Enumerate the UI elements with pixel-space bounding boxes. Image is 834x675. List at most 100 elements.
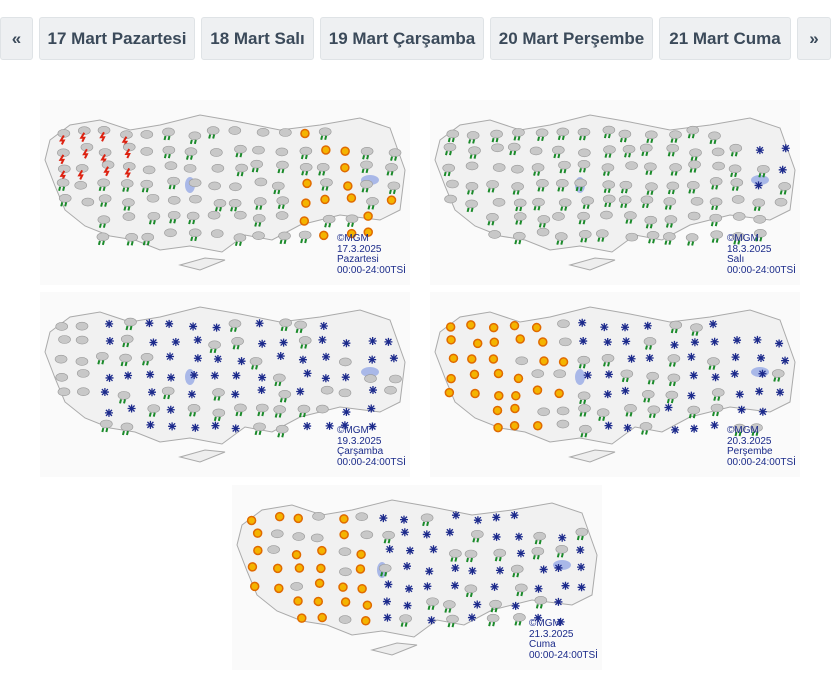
ellipse-shape <box>488 230 501 239</box>
circle-shape <box>363 211 373 221</box>
ellipse-shape <box>250 159 264 169</box>
ellipse-shape <box>449 549 462 558</box>
path-shape <box>469 154 477 159</box>
path-shape <box>444 150 452 156</box>
path-shape <box>127 404 136 413</box>
ellipse-shape <box>511 164 524 174</box>
ellipse-shape <box>122 198 135 207</box>
ellipse-shape <box>559 337 572 347</box>
ellipse-shape <box>709 213 723 223</box>
path-shape <box>751 431 759 436</box>
ellipse-shape <box>466 131 480 140</box>
ellipse-shape <box>552 212 565 221</box>
path-shape <box>148 219 156 225</box>
ellipse-shape <box>101 160 115 170</box>
ellipse-shape <box>254 177 268 187</box>
path-shape <box>274 381 282 387</box>
ellipse-shape <box>57 387 71 397</box>
path-shape <box>465 592 473 598</box>
ellipse-shape <box>253 197 267 206</box>
ellipse-shape <box>98 194 112 203</box>
tab[interactable]: 18 Mart Salı <box>201 17 314 60</box>
path-shape <box>670 171 678 176</box>
ellipse-shape <box>249 357 263 366</box>
path-shape <box>598 416 606 421</box>
path-shape <box>580 432 588 438</box>
circle-shape <box>493 422 503 433</box>
circle-shape <box>291 549 302 560</box>
path-shape <box>190 236 198 242</box>
ellipse-shape <box>267 545 280 554</box>
tab[interactable]: 17 Mart Pazartesi <box>39 17 195 60</box>
path-shape <box>534 584 543 593</box>
tab[interactable]: 19 Mart Çarşamba <box>320 17 484 60</box>
ellipse-shape <box>465 182 479 191</box>
ellipse-shape <box>711 147 725 157</box>
path-shape <box>213 354 222 363</box>
path-shape <box>279 338 288 347</box>
circle-shape <box>321 145 331 155</box>
path-shape <box>384 337 393 346</box>
ellipse-shape <box>557 319 570 329</box>
path-shape <box>730 151 738 157</box>
ellipse-shape <box>235 163 248 173</box>
map-caption: ©MGM 19.3.2025 Çarşamba 00:00-24:00TSİ <box>337 425 406 468</box>
ellipse-shape <box>732 212 746 221</box>
path-shape <box>171 337 180 346</box>
tab[interactable]: 20 Mart Perşembe <box>490 17 653 60</box>
path-shape <box>147 388 156 397</box>
path-shape <box>303 422 312 431</box>
tab[interactable]: 21 Mart Cuma <box>659 17 791 60</box>
path-shape <box>709 320 718 329</box>
circle-shape <box>531 322 542 333</box>
ellipse-shape <box>361 367 379 377</box>
circle-shape <box>319 230 329 241</box>
path-shape <box>120 361 128 367</box>
circle-shape <box>338 582 348 592</box>
path-shape <box>603 188 611 193</box>
path-shape <box>645 223 653 229</box>
ellipse-shape <box>444 194 457 204</box>
path-shape <box>579 168 586 173</box>
path-shape <box>582 204 590 209</box>
path-shape <box>163 135 171 141</box>
ellipse-shape <box>574 178 587 188</box>
ellipse-shape <box>55 322 69 331</box>
path-shape <box>279 239 287 245</box>
path-shape <box>468 139 476 144</box>
path-shape <box>687 241 695 246</box>
path-shape <box>758 172 766 178</box>
ellipse-shape <box>753 215 766 224</box>
path-shape <box>301 171 309 176</box>
path-shape <box>580 238 588 243</box>
ellipse-shape <box>687 405 701 415</box>
path-shape <box>386 171 394 176</box>
path-shape <box>690 156 698 161</box>
path-shape <box>119 399 126 404</box>
ellipse-shape <box>399 614 412 623</box>
ellipse-shape <box>465 199 478 209</box>
path-shape <box>142 361 149 366</box>
circle-shape <box>488 322 499 333</box>
caption-line: Perşembe <box>727 446 773 457</box>
circle-shape <box>301 198 311 208</box>
ellipse-shape <box>665 390 679 400</box>
path-shape <box>303 369 312 378</box>
caption-line: 00:00-24:00TSİ <box>727 264 796 276</box>
circle-shape <box>272 563 283 574</box>
ellipse-shape <box>486 212 499 222</box>
ellipse-shape <box>77 126 91 136</box>
ellipse-shape <box>442 163 455 173</box>
path-shape <box>575 186 583 192</box>
path-shape <box>388 189 396 195</box>
path-shape <box>368 386 377 395</box>
ellipse-shape <box>531 546 545 556</box>
ellipse-shape <box>387 181 401 191</box>
ellipse-shape <box>663 197 677 206</box>
ellipse-shape <box>76 369 90 378</box>
tab-prev[interactable]: « <box>0 17 33 60</box>
path-shape <box>276 352 285 361</box>
tab-next[interactable]: » <box>797 17 831 60</box>
ellipse-shape <box>97 178 110 188</box>
circle-shape <box>363 227 373 237</box>
